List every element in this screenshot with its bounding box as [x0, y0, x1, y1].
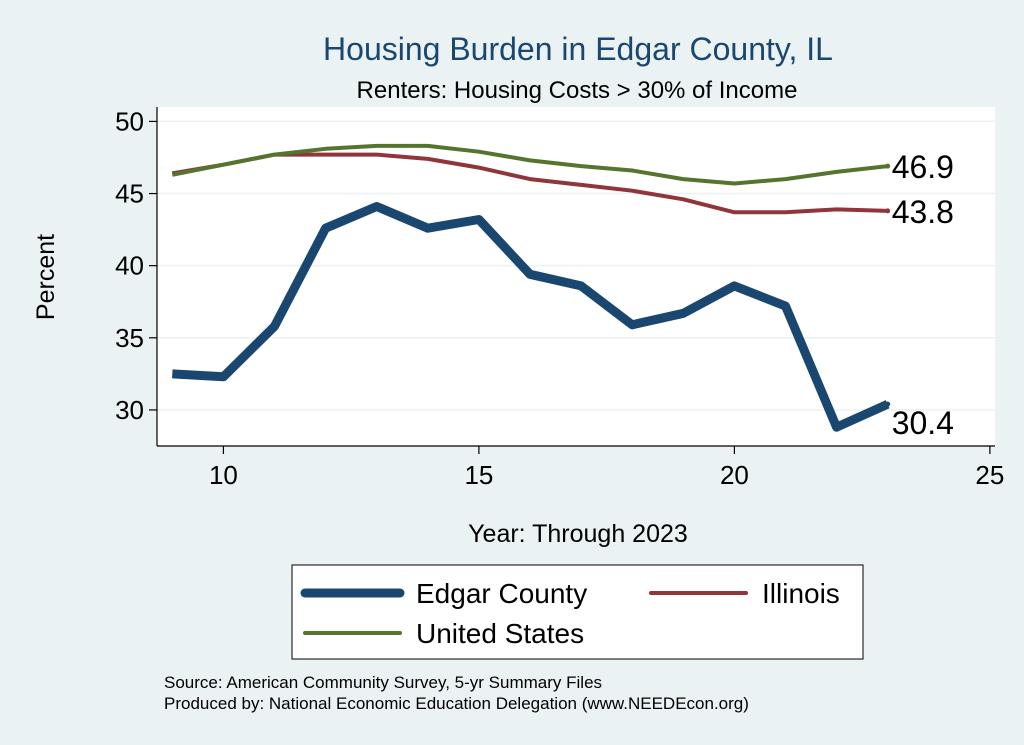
legend-label-illinois: Illinois: [762, 578, 840, 609]
y-tick-label: 45: [115, 179, 144, 209]
x-axis-title: Year: Through 2023: [468, 520, 688, 548]
x-tick-label: 10: [209, 460, 238, 490]
y-tick-label: 30: [115, 395, 144, 425]
end-labels: 30.4 43.8 46.9: [892, 149, 954, 441]
y-axis-title: Percent: [32, 234, 60, 320]
x-tick-label: 20: [720, 460, 749, 490]
plot-area: [157, 107, 995, 446]
end-label-united-states: 46.9: [892, 149, 954, 185]
grid-lines: [157, 120, 995, 411]
producer-note: Produced by: National Economic Education…: [164, 694, 749, 713]
legend-box: [291, 564, 864, 660]
chart-subtitle: Renters: Housing Costs > 30% of Income: [357, 77, 798, 104]
y-tick-label: 50: [115, 106, 144, 136]
series-line-united-states: [171, 143, 888, 186]
end-label-edgar-county: 30.4: [892, 405, 954, 441]
x-axis: 10 15 20 25: [157, 445, 1004, 490]
series-end-point-edgar-county: [885, 401, 891, 407]
source-note: Source: American Community Survey, 5-yr …: [164, 673, 602, 692]
end-label-illinois: 43.8: [892, 194, 954, 230]
y-tick-label: 40: [115, 251, 144, 281]
series-lines: [171, 143, 891, 432]
chart-title: Housing Burden in Edgar County, IL: [323, 31, 833, 67]
y-axis: 30 35 40 45 50: [115, 106, 158, 446]
x-tick-label: 15: [464, 460, 493, 490]
y-tick-label: 35: [115, 323, 144, 353]
legend: Edgar County Illinois United States: [291, 564, 864, 660]
legend-label-edgar-county: Edgar County: [416, 578, 587, 609]
series-line-edgar-county: [172, 202, 890, 432]
series-end-point-united-states: [885, 163, 891, 169]
x-tick-label: 25: [975, 460, 1004, 490]
legend-label-united-states: United States: [416, 618, 584, 649]
series-end-point-illinois: [885, 208, 891, 214]
